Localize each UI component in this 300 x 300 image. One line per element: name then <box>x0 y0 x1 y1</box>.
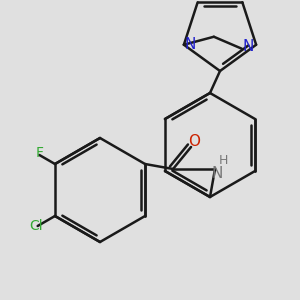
Text: F: F <box>35 146 44 160</box>
Text: N: N <box>211 166 223 181</box>
Text: H: H <box>218 154 228 167</box>
Text: N: N <box>184 37 196 52</box>
Text: N: N <box>242 39 254 54</box>
Text: Cl: Cl <box>29 219 43 233</box>
Text: O: O <box>188 134 200 149</box>
